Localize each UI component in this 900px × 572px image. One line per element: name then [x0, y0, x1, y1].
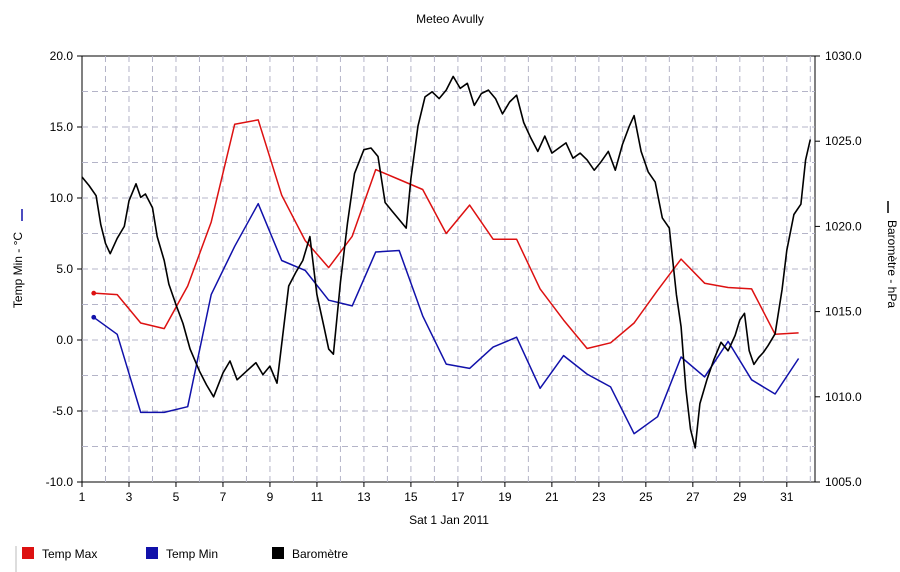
legend-label: Temp Max	[42, 547, 97, 561]
x-tick-label: 3	[126, 490, 133, 504]
x-tick-label: 19	[498, 490, 512, 504]
y-tick-label-left: 10.0	[50, 191, 74, 205]
x-tick-label: 13	[357, 490, 371, 504]
x-axis-label: Sat 1 Jan 2011	[409, 513, 489, 527]
x-tick-label: 15	[404, 490, 418, 504]
x-tick-label: 9	[267, 490, 274, 504]
x-tick-label: 31	[780, 490, 794, 504]
y-tick-label-right: 1025.0	[825, 134, 862, 148]
series-start-marker-temp-max	[91, 290, 97, 296]
legend-swatch	[146, 547, 158, 559]
legend: Temp Max Temp Min Baromètre	[22, 547, 348, 561]
x-tick-label: 23	[592, 490, 606, 504]
y-tick-label-right: 1005.0	[825, 475, 862, 489]
legend-label: Temp Min	[166, 547, 218, 561]
x-tick-label: 25	[639, 490, 653, 504]
series-group	[81, 75, 812, 449]
y-tick-label-left: 15.0	[50, 120, 74, 134]
x-tick-label: 27	[686, 490, 700, 504]
series-line-temp-max	[93, 119, 799, 350]
series-line-barom-tre	[81, 75, 812, 449]
y-tick-label-right: 1015.0	[825, 305, 862, 319]
y-tick-label-right: 1010.0	[825, 390, 862, 404]
x-tick-label: 7	[220, 490, 227, 504]
x-tick-label: 11	[311, 490, 324, 504]
x-tick-label: 21	[545, 490, 559, 504]
y-tick-label-right: 1030.0	[825, 49, 862, 63]
y-axis-left-ticks: -10.0 -5.0 0.0 5.0 10.0 15.0 20.0	[46, 49, 82, 489]
x-axis-ticks: 1 3 5 7 9 11 13 15 17 19 21 23 25 27 29 31	[79, 482, 794, 504]
x-tick-label: 17	[451, 490, 465, 504]
y-tick-label-left: -5.0	[52, 404, 73, 418]
y-tick-label-left: 20.0	[50, 49, 74, 63]
legend-swatch	[22, 547, 34, 559]
y-tick-label-left: 5.0	[56, 262, 73, 276]
series-start-marker-temp-min	[91, 314, 97, 320]
y-axis-right-label: Baromètre - hPa	[885, 220, 899, 308]
y-tick-label-right: 1020.0	[825, 219, 862, 233]
x-tick-label: 5	[173, 490, 180, 504]
y-axis-right-ticks: 1005.0 1010.0 1015.0 1020.0 1025.0 1030.0	[815, 49, 862, 489]
x-tick-label: 1	[79, 490, 86, 504]
legend-swatch	[272, 547, 284, 559]
legend-label: Baromètre	[292, 547, 348, 561]
y-tick-label-left: -10.0	[46, 475, 74, 489]
y-axis-left-label: Temp Min - °C	[11, 232, 25, 308]
series-line-temp-min	[93, 202, 800, 435]
x-tick-label: 29	[733, 490, 747, 504]
y-tick-label-left: 0.0	[56, 333, 73, 347]
grid	[82, 56, 815, 482]
chart-title: Meteo Avully	[416, 12, 484, 26]
